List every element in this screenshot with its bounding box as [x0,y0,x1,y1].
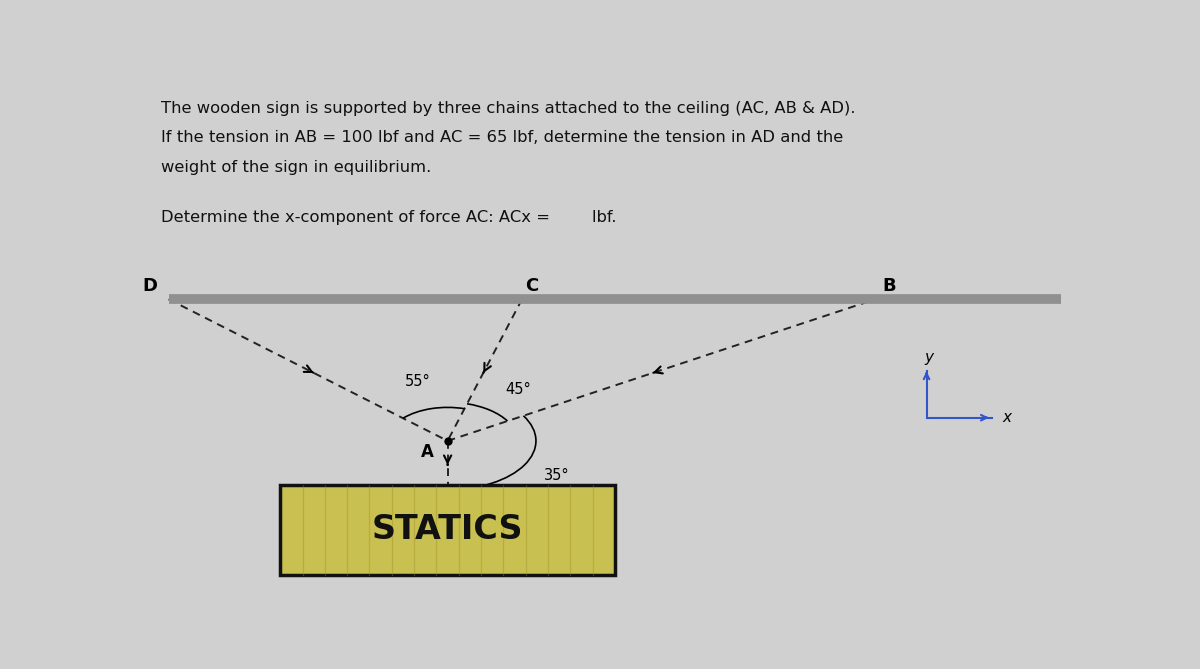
Text: y: y [925,350,934,365]
Text: A: A [421,444,433,462]
Text: x: x [1003,410,1012,425]
Text: C: C [524,277,538,295]
Text: 35°: 35° [544,468,570,482]
Text: weight of the sign in equilibrium.: weight of the sign in equilibrium. [161,160,432,175]
Text: The wooden sign is supported by three chains attached to the ceiling (AC, AB & A: The wooden sign is supported by three ch… [161,101,856,116]
Text: STATICS: STATICS [372,513,523,546]
Text: D: D [143,277,157,295]
Text: If the tension in AB = 100 lbf and AC = 65 lbf, determine the tension in AD and : If the tension in AB = 100 lbf and AC = … [161,130,844,145]
Text: Determine the x-component of force AC: ACx =        lbf.: Determine the x-component of force AC: A… [161,209,617,225]
Text: 45°: 45° [505,383,532,397]
Bar [281,484,616,575]
Text: B: B [883,277,896,295]
Text: 55°: 55° [404,374,431,389]
